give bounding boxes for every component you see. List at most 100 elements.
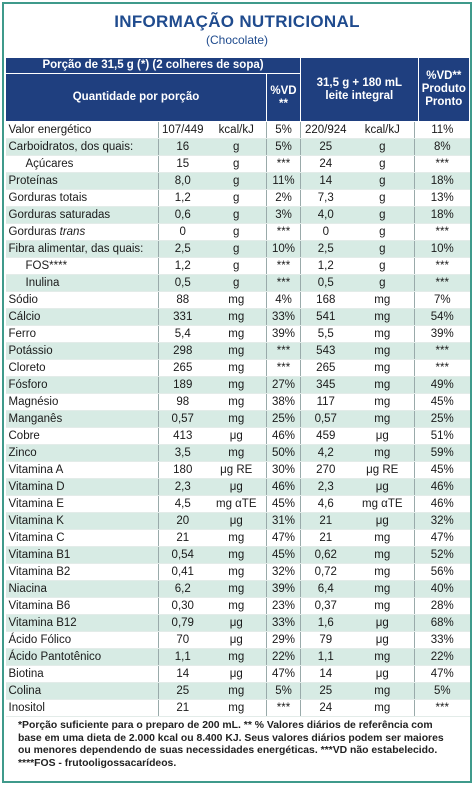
nutrient-label: Valor energético: [8, 124, 92, 136]
daily-value: 45%: [265, 495, 301, 513]
amount-prepared: 7,3: [300, 189, 351, 207]
nutrient-name: FOS****: [5, 257, 159, 275]
amount-prepared: 543: [300, 342, 351, 360]
table-row: Ferro 5,4 mg 39% 5,5 mg 39%: [5, 325, 470, 343]
amount-prepared: 0,72: [300, 563, 351, 581]
amount: 6,2: [158, 580, 207, 598]
nutrient-label: Manganês: [8, 413, 63, 425]
nutrient-label: Cobre: [8, 430, 40, 442]
table-row: Vitamina B6 0,30 mg 23% 0,37 mg 28%: [5, 597, 470, 615]
daily-value: 47%: [265, 529, 301, 547]
amount: 413: [158, 427, 207, 445]
daily-value-prepared: 28%: [414, 597, 470, 615]
daily-value: 46%: [265, 478, 301, 496]
table-row: Cálcio 331 mg 33% 541 mg 54%: [5, 308, 470, 326]
nutrient-name: Vitamina C: [5, 529, 159, 547]
amount-prepared: 14: [300, 172, 351, 190]
table-row: Gorduras trans 0 g *** 0 g ***: [5, 223, 470, 241]
unit-prepared: g: [350, 257, 415, 275]
nutrient-name: Inulina: [5, 274, 159, 292]
amount: 5,4: [158, 325, 207, 343]
unit-prepared: mg: [350, 580, 415, 598]
footnotes: *Porção suficiente para o preparo de 200…: [18, 720, 458, 770]
daily-value: ***: [265, 699, 301, 717]
header-right: 31,5 g + 180 mL leite integral %VD** Pro…: [300, 57, 471, 122]
amount-prepared: 0: [300, 223, 351, 241]
daily-value: 5%: [265, 138, 301, 156]
daily-value: 22%: [265, 648, 301, 666]
daily-value: 38%: [265, 393, 301, 411]
amount: 1,2: [158, 257, 207, 275]
unit: g: [206, 257, 267, 275]
nutrient-label: Vitamina B12: [8, 617, 77, 629]
amount: 3,5: [158, 444, 207, 462]
amount: 2,5: [158, 240, 207, 258]
unit: g: [206, 223, 267, 241]
unit: mg: [206, 563, 267, 581]
nutrient-label: Açúcares: [25, 158, 74, 170]
daily-value: 45%: [265, 546, 301, 564]
nutrient-name: Fósforo: [5, 376, 159, 394]
daily-value: 27%: [265, 376, 301, 394]
daily-value-prepared: 45%: [414, 393, 470, 411]
table-row: Sódio 88 mg 4% 168 mg 7%: [5, 291, 470, 309]
table-row: Manganês 0,57 mg 25% 0,57 mg 25%: [5, 410, 470, 428]
table-row: Vitamina A 180 μg RE 30% 270 μg RE 45%: [5, 461, 470, 479]
unit: μg: [206, 631, 267, 649]
nutrient-name: Magnésio: [5, 393, 159, 411]
daily-value: 10%: [265, 240, 301, 258]
daily-value: ***: [265, 359, 301, 377]
nutrient-name: Cloreto: [5, 359, 159, 377]
amount-prepared: 1,2: [300, 257, 351, 275]
unit: mg: [206, 597, 267, 615]
amount: 0,6: [158, 206, 207, 224]
unit: mg: [206, 410, 267, 428]
amount: 25: [158, 682, 207, 700]
daily-value-prepared: 18%: [414, 206, 470, 224]
unit-prepared: mg: [350, 410, 415, 428]
table-row: Inulina 0,5 g *** 0,5 g ***: [5, 274, 470, 292]
amount: 70: [158, 631, 207, 649]
unit: mg: [206, 648, 267, 666]
unit: g: [206, 274, 267, 292]
subtitle: (Chocolate): [205, 33, 269, 47]
amount: 0,5: [158, 274, 207, 292]
table-row: Vitamina E 4,5 mg αTE 45% 4,6 mg αTE 46%: [5, 495, 470, 513]
daily-value: 32%: [265, 563, 301, 581]
nutrient-name: Zinco: [5, 444, 159, 462]
amount-prepared: 220/924: [300, 121, 351, 139]
daily-value-prepared: ***: [414, 257, 470, 275]
unit-prepared: mg αTE: [350, 495, 415, 513]
unit-prepared: mg: [350, 546, 415, 564]
table-row: Vitamina B1 0,54 mg 45% 0,62 mg 52%: [5, 546, 470, 564]
unit-prepared: μg: [350, 478, 415, 496]
daily-value-prepared: ***: [414, 359, 470, 377]
nutrient-name: Carboidratos, dos quais:: [5, 138, 159, 156]
nutrient-name: Cobre: [5, 427, 159, 445]
daily-value-prepared: 54%: [414, 308, 470, 326]
nutrient-name: Vitamina B1: [5, 546, 159, 564]
table-row: Colina 25 mg 5% 25 mg 5%: [5, 682, 470, 700]
table-row: Açúcares 15 g *** 24 g ***: [5, 155, 470, 173]
nutrient-label: Vitamina B1: [8, 549, 71, 561]
unit-prepared: mg: [350, 563, 415, 581]
amount-prepared: 25: [300, 682, 351, 700]
daily-value: 30%: [265, 461, 301, 479]
column-header: %VD **: [265, 73, 302, 122]
table-row: Zinco 3,5 mg 50% 4,2 mg 59%: [5, 444, 470, 462]
amount: 14: [158, 665, 207, 683]
unit-prepared: mg: [350, 529, 415, 547]
unit: μg RE: [206, 461, 267, 479]
column-header: Quantidade por porção: [5, 73, 267, 122]
table-row: Fibra alimentar, das quais: 2,5 g 10% 2,5 g 10…: [5, 240, 470, 258]
unit-prepared: mg: [350, 648, 415, 666]
amount-prepared: 25: [300, 138, 351, 156]
nutrient-name: Vitamina B12: [5, 614, 159, 632]
nutrient-label: Vitamina C: [8, 532, 65, 544]
footnote: ****FOS - frutooligossacarídeos.: [18, 757, 177, 769]
nutrient-name: Gorduras trans: [5, 223, 159, 241]
unit-prepared: g: [350, 155, 415, 173]
unit: mg αTE: [206, 495, 267, 513]
nutrient-name: Proteínas: [5, 172, 159, 190]
amount: 16: [158, 138, 207, 156]
